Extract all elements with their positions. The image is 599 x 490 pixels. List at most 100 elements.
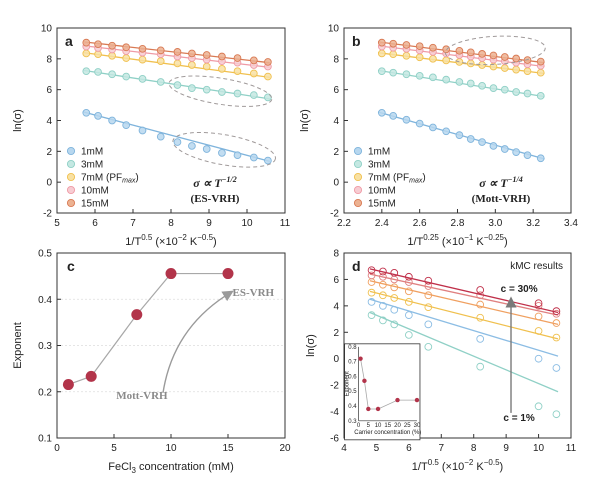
panel-b-data-point <box>389 50 398 59</box>
panel-a-data-point <box>122 121 131 129</box>
panel-d-data-point <box>379 316 387 325</box>
panel-b-data-point <box>466 48 475 57</box>
panel-c: 0 5 10 15 20 0.1 0.2 0.3 0.4 0.5 c ES-VRH Mott-VRH Fe… <box>12 249 291 476</box>
panel-d-data-point <box>552 410 561 419</box>
panel-d-data-point <box>476 335 485 343</box>
panel-b-data-point <box>389 68 398 77</box>
panel-b-data-point <box>536 91 545 100</box>
panel-a-data-point <box>82 108 91 117</box>
panel-b-data-point <box>429 43 437 52</box>
panel-c-annotation-es: ES-VRH <box>233 287 275 299</box>
panel-d-ytick-label: -4 <box>330 407 339 418</box>
panel-c-annotation-mott: Mott-VRH <box>116 390 168 402</box>
panel-b-data-point <box>523 89 532 98</box>
panel-d-fit-line <box>369 298 559 357</box>
panel-b-data-point <box>500 53 509 61</box>
panel-a-data-point <box>122 72 131 81</box>
panel-d-ytick-label: 4 <box>333 301 339 312</box>
panel-a-legend-marker <box>66 185 76 195</box>
panel-b-data-point <box>478 50 486 58</box>
panel-b-data-point <box>489 142 498 150</box>
panel-d-data-point <box>367 271 376 280</box>
panel-d-data-point <box>367 266 376 275</box>
panel-d-data-point <box>534 354 543 363</box>
panel-d-data-point <box>379 280 387 289</box>
panel-a-data-point <box>218 65 226 73</box>
panel-d-inset-xtick: 15 <box>384 423 391 429</box>
panel-d-inset-xtick: 10 <box>375 423 382 429</box>
panel-b-legend-marker <box>353 172 363 182</box>
panel-d-inset-point <box>375 406 381 412</box>
panel-b-equation: σ ∝ T−1/4 <box>479 175 522 190</box>
panel-d-xlabel: 1/T0.5 (×10−2 K−0.5) <box>412 458 503 473</box>
panel-b-legend-label: 10mM <box>368 186 396 197</box>
panel-d-inset-ytick: 0.4 <box>348 404 357 410</box>
panel-b-data-point <box>489 84 498 92</box>
panel-c-xtick-label: 0 <box>54 443 60 454</box>
panel-b-data-point <box>523 56 532 64</box>
panel-b-ytick-label: 6 <box>333 85 339 96</box>
panel-a-data-point <box>138 75 147 83</box>
panel-a-legend-label: 7mM (PFmax) <box>81 173 139 185</box>
panel-b-xtick-label: 3.4 <box>564 218 578 229</box>
panel-b-data-point <box>489 51 498 60</box>
panel-d-ytick-label: 6 <box>333 275 339 286</box>
panel-d-label-bottom: c = 1% <box>503 413 535 424</box>
panel-d-inset-background <box>344 343 421 441</box>
panel-a-data-point <box>173 48 182 56</box>
panel-a-data-point <box>218 149 226 157</box>
panel-a-ytick-label: -2 <box>43 209 52 220</box>
panel-d-title: kMC results <box>510 261 563 272</box>
panel-d-fit-line <box>369 280 559 325</box>
panel-a: 5 6 7 8 9 10 11 -2 0 2 4 6 8 10 a 1mM 3mM 7mM (PFmax)10mM… <box>12 24 291 249</box>
panel-d-xtick-label: 9 <box>503 443 509 454</box>
panel-b-data-point <box>523 67 532 76</box>
panel-b-legend-marker <box>353 185 363 195</box>
panel-d-data-point <box>390 320 399 329</box>
panel-b-data-point <box>500 64 509 72</box>
panel-c-xtick-label: 15 <box>222 443 234 454</box>
panel-b-ytick-label: 10 <box>328 24 340 35</box>
panel-a-xtick-label: 10 <box>241 218 253 229</box>
panel-b-data-point <box>442 45 451 54</box>
panel-d-data-point <box>390 283 399 292</box>
panel-d-fit-line <box>369 268 559 314</box>
panel-c-ytick-label: 0.2 <box>38 387 52 398</box>
panel-d-data-point <box>476 300 485 309</box>
panel-d-inset-point <box>395 397 400 403</box>
panel-a-data-point <box>173 138 182 146</box>
panel-a-data-point <box>188 61 196 69</box>
panel-b-data-point <box>429 73 437 82</box>
panel-b-data-point <box>442 75 451 84</box>
panel-d-data-point <box>367 288 376 297</box>
panel-b-data-point <box>466 135 475 143</box>
panel-a-ytick-label: 2 <box>46 147 52 158</box>
panel-a-ytick-label: 8 <box>46 54 52 65</box>
panel-d-inset-ytick: 0.6 <box>348 374 357 380</box>
panel-d-xtick-label: 11 <box>566 443 577 454</box>
panel-b-xlabel: 1/T0.25 (×10−1 K−0.25) <box>407 233 507 248</box>
panel-d-inset-point <box>358 356 363 361</box>
panel-a-xtick-label: 11 <box>280 218 291 229</box>
panel-d-data-point <box>367 311 376 319</box>
panel-d-data-point <box>390 305 399 314</box>
panel-d-data-point <box>552 319 561 327</box>
panel-b-xtick-label: 3.0 <box>488 218 502 229</box>
panel-b-data-point <box>429 54 437 63</box>
panel-c-data-point <box>62 379 74 391</box>
panel-b-data-point <box>442 56 451 65</box>
panel-a-xlabel: 1/T0.5 (×10−2 K−0.5) <box>125 233 216 248</box>
panel-b-data-point <box>455 46 464 55</box>
panel-b-legend-marker <box>353 159 363 169</box>
panel-d-ytick-label: -2 <box>330 381 339 392</box>
panel-c-data-point <box>131 309 143 321</box>
panel-b-ytick-label: 8 <box>333 54 339 65</box>
panel-c-data-point <box>85 370 97 382</box>
panel-d-data-point <box>534 302 543 310</box>
panel-b-data-point <box>500 145 509 153</box>
panel-a-data-point <box>218 88 226 96</box>
panel-a-data-point <box>249 91 258 99</box>
panel-a-legend-label: 1mM <box>81 147 103 158</box>
panel-b-data-point <box>512 88 520 96</box>
panel-a-data-point <box>138 126 147 135</box>
